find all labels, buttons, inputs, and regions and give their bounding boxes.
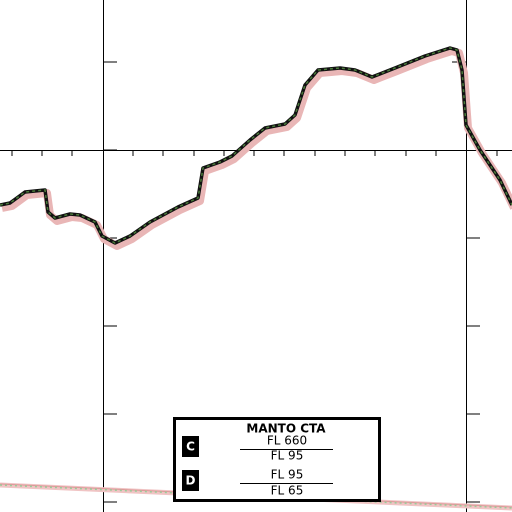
class-badge [182,436,199,457]
class-badge [182,470,199,491]
lower-limit: FL 95 [271,449,304,463]
airspace-class: D [186,474,196,488]
upper-limit: FL 660 [267,434,307,448]
airspace-name: MANTO CTA [246,422,326,436]
boundary-dash [0,47,512,244]
airspace-class: C [186,440,195,454]
boundary-halo [1,47,512,250]
lower-limit: FL 65 [271,484,304,498]
label-box [173,417,381,502]
airspace-label: MANTO CTA C FL 660 FL 95 D FL 95 FL 65 [173,417,381,502]
upper-limit: FL 95 [271,468,304,482]
airspace-boundary [0,46,512,250]
